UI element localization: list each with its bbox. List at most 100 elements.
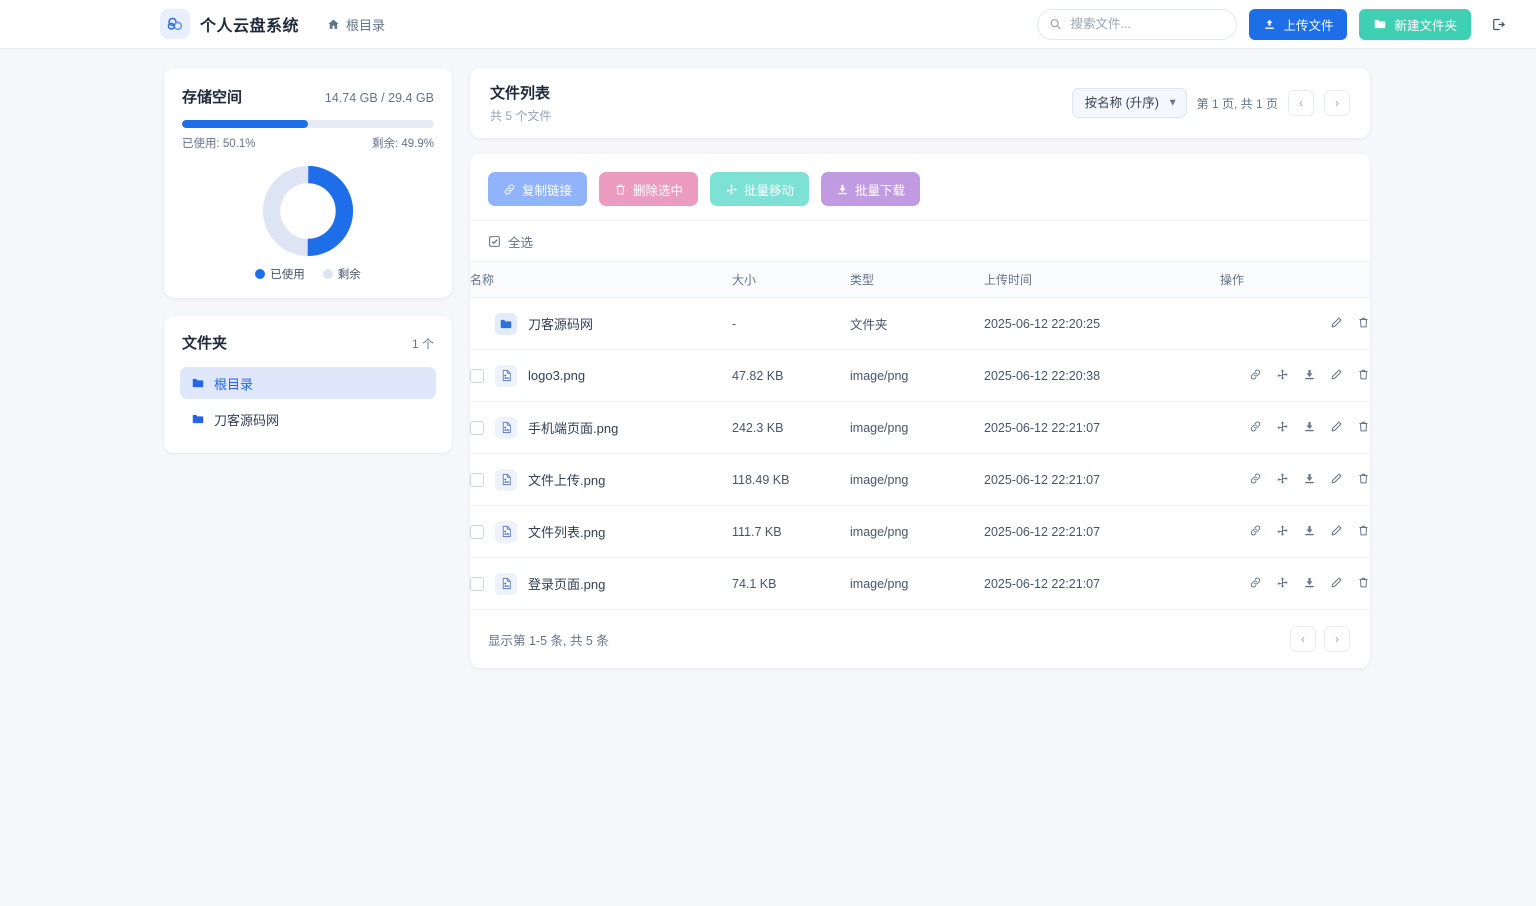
table-row[interactable]: 手机端页面.png 242.3 KB image/png 2025-06-12 22:… (470, 401, 1370, 454)
batch-download-button[interactable]: 批量下载 (821, 172, 921, 206)
header-next-page-button[interactable]: › (1324, 90, 1350, 116)
file-name-label: 登录页面.png (528, 577, 606, 592)
row-action-group (1249, 524, 1370, 537)
table-row[interactable]: 刀客源码网 - 文件夹 2025-06-12 22:20:25 (470, 297, 1370, 350)
sort-select[interactable]: 按名称 (升序)按名称 (降序)按大小 (升序)按大小 (降序)按时间 (升序)… (1071, 88, 1187, 118)
trash-icon[interactable] (1357, 316, 1370, 329)
cell-actions (1220, 505, 1370, 558)
row-action-group (1249, 368, 1370, 381)
folders-card: 文件夹 1 个 根目录 刀客源码网 (164, 316, 452, 453)
edit-icon[interactable] (1330, 420, 1343, 433)
storage-donut-chart: 已使用 剩余 (182, 163, 434, 282)
file-list-subtitle: 共 5 个文件 (490, 109, 552, 123)
legend-dot-free (322, 269, 333, 279)
image-file-icon (495, 364, 517, 387)
cell-size: 118.49 KB (732, 453, 850, 506)
trash-icon[interactable] (1357, 368, 1370, 381)
header-prev-page-button[interactable]: ‹ (1288, 90, 1314, 116)
upload-file-button[interactable]: 上传文件 (1249, 8, 1348, 40)
footer-prev-page-button[interactable]: ‹ (1290, 626, 1316, 652)
edit-icon[interactable] (1330, 368, 1343, 381)
file-name-label: 文件列表.png (528, 525, 606, 540)
cell-name: 文件列表.png (470, 505, 732, 558)
cell-time: 2025-06-12 22:20:25 (984, 297, 1220, 350)
trash-icon[interactable] (1357, 420, 1370, 433)
move-icon[interactable] (1276, 524, 1289, 537)
link-icon[interactable] (1249, 524, 1262, 537)
download-icon[interactable] (1303, 576, 1316, 589)
page-indicator: 第 1 页, 共 1 页 (1196, 96, 1278, 111)
folder-icon (1373, 17, 1387, 31)
donut-svg (262, 165, 354, 257)
move-icon[interactable] (1276, 472, 1289, 485)
storage-progress-fill (182, 120, 309, 128)
trash-icon[interactable] (1357, 576, 1370, 589)
search-input[interactable] (1037, 8, 1238, 40)
edit-icon[interactable] (1330, 524, 1343, 537)
cell-name: 登录页面.png (470, 557, 732, 610)
cell-actions (1220, 453, 1370, 506)
trash-icon[interactable] (1357, 524, 1370, 537)
brand: 个人云盘系统 (160, 9, 299, 39)
storage-quota: 14.74 GB / 29.4 GB (324, 91, 434, 105)
files-table-body: 刀客源码网 - 文件夹 2025-06-12 22:20:25 logo3.png 47.… (470, 297, 1370, 610)
cell-name: 文件上传.png (470, 453, 732, 506)
files-table: 名称 大小 类型 上传时间 操作 刀客源码网 - 文件夹 2025-06-12 22:… (470, 261, 1370, 610)
footer-next-page-button[interactable]: › (1324, 626, 1350, 652)
move-icon[interactable] (1276, 576, 1289, 589)
cell-size: 47.82 KB (732, 349, 850, 402)
breadcrumb[interactable]: 根目录 (327, 15, 385, 34)
link-icon[interactable] (1249, 420, 1262, 433)
trash-icon (614, 183, 627, 196)
file-list-header-card: 文件列表 共 5 个文件 按名称 (升序)按名称 (降序)按大小 (升序)按大小… (470, 68, 1370, 138)
trash-icon[interactable] (1357, 472, 1370, 485)
image-file-icon (495, 468, 517, 491)
batch-move-button[interactable]: 批量移动 (710, 172, 810, 206)
row-checkbox[interactable] (470, 472, 484, 487)
footer-range-text: 显示第 1-5 条, 共 5 条 (488, 633, 609, 648)
storage-used-label: 已使用: 50.1% (182, 138, 256, 150)
edit-icon[interactable] (1330, 576, 1343, 589)
download-icon[interactable] (1303, 368, 1316, 381)
cell-type: 文件夹 (850, 297, 984, 350)
delete-selected-button[interactable]: 删除选中 (599, 172, 699, 206)
image-file-icon (495, 416, 517, 439)
folder-item-1[interactable]: 根目录 (180, 367, 436, 399)
table-row[interactable]: logo3.png 47.82 KB image/png 2025-06-12 22:… (470, 349, 1370, 402)
upload-icon (1263, 18, 1276, 31)
new-folder-button[interactable]: 新建文件夹 (1359, 8, 1471, 40)
edit-icon[interactable] (1330, 472, 1343, 485)
table-row[interactable]: 登录页面.png 74.1 KB image/png 2025-06-12 22:21… (470, 557, 1370, 610)
file-name-label: 刀客源码网 (528, 317, 594, 332)
cell-actions (1220, 349, 1370, 402)
link-icon[interactable] (1249, 576, 1262, 589)
move-icon[interactable] (1276, 368, 1289, 381)
edit-icon[interactable] (1330, 316, 1343, 329)
brand-title: 个人云盘系统 (200, 18, 300, 35)
table-row[interactable]: 文件上传.png 118.49 KB image/png 2025-06-12 22:… (470, 453, 1370, 506)
new-folder-label: 新建文件夹 (1394, 18, 1457, 33)
move-icon[interactable] (1276, 420, 1289, 433)
row-checkbox[interactable] (470, 524, 484, 539)
row-checkbox[interactable] (470, 576, 484, 591)
table-row[interactable]: 文件列表.png 111.7 KB image/png 2025-06-12 22:2… (470, 505, 1370, 558)
row-checkbox[interactable] (470, 420, 484, 435)
files-table-head: 名称 大小 类型 上传时间 操作 (470, 261, 1370, 298)
legend-dot-used (255, 269, 266, 279)
download-icon[interactable] (1303, 472, 1316, 485)
storage-card: 存储空间 14.74 GB / 29.4 GB 已使用: 50.1% 剩余: 4… (164, 68, 452, 298)
select-all-row[interactable]: 全选 (470, 220, 1370, 261)
file-list-title: 文件列表 (490, 85, 551, 102)
row-checkbox[interactable] (470, 368, 484, 383)
legend-label-free: 剩余 (337, 269, 361, 281)
logout-button[interactable] (1485, 13, 1512, 36)
link-icon[interactable] (1249, 368, 1262, 381)
copy-link-button[interactable]: 复制链接 (488, 172, 588, 206)
download-icon[interactable] (1303, 420, 1316, 433)
cell-actions (1220, 557, 1370, 610)
select-all-label: 全选 (508, 236, 534, 250)
download-icon[interactable] (1303, 524, 1316, 537)
link-icon (503, 183, 516, 196)
folder-item-2[interactable]: 刀客源码网 (180, 403, 436, 435)
link-icon[interactable] (1249, 472, 1262, 485)
